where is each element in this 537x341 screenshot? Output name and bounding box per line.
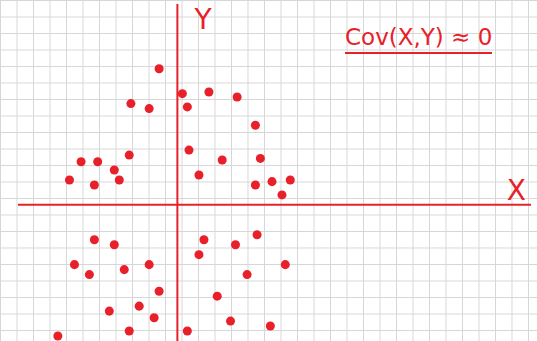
html-text:Cov(X,Y) ≈ 0: Cov(X,Y) ≈ 0 <box>345 24 493 50</box>
svg-text:X: X <box>507 174 526 207</box>
svg-text:Y: Y <box>193 3 212 36</box>
